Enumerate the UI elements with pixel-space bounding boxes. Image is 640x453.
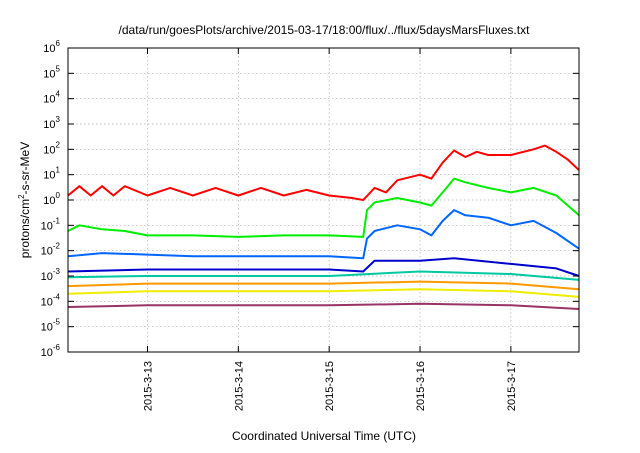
- x-tick-label: 2015-3-17: [506, 361, 518, 411]
- y-tick-label-exp: -6: [53, 343, 61, 352]
- y-axis-label-sup: 2: [17, 194, 26, 199]
- x-tick-label: 2015-3-14: [233, 361, 245, 411]
- y-tick-label: 101: [43, 166, 60, 182]
- y-tick-label-base: 10: [41, 296, 53, 308]
- series-line-3: [67, 209, 580, 260]
- x-tick-label: 2015-3-15: [324, 361, 336, 411]
- y-tick-label: 100: [43, 191, 60, 207]
- y-tick-label-base: 10: [43, 68, 55, 80]
- x-tick-label: 2015-3-13: [142, 361, 154, 411]
- y-tick-label: 10-6: [41, 343, 61, 359]
- y-tick-label-base: 10: [43, 170, 55, 182]
- y-tick-label-base: 10: [43, 94, 55, 106]
- y-axis-label-tail: -s-sr-MeV: [18, 142, 32, 195]
- x-tick-label: 2015-3-16: [415, 361, 427, 411]
- y-tick-label-exp: 0: [56, 191, 61, 200]
- y-tick-label-base: 10: [43, 195, 55, 207]
- tick-layer: 10-610-510-410-310-210-11001011021031041…: [41, 39, 579, 411]
- y-tick-label: 105: [43, 64, 60, 80]
- y-tick-label: 10-1: [41, 216, 61, 232]
- y-tick-label-base: 10: [43, 119, 55, 131]
- y-tick-label-exp: 1: [56, 166, 61, 175]
- y-axis-label: protons/cm2-s-sr-MeV: [17, 142, 32, 258]
- series-layer: [67, 144, 580, 310]
- y-tick-label-exp: -1: [53, 216, 61, 225]
- y-tick-label-base: 10: [43, 144, 55, 156]
- y-tick-label: 102: [43, 140, 60, 156]
- series-line-5: [67, 270, 580, 281]
- series-line-8: [67, 302, 580, 310]
- y-tick-label: 10-3: [41, 267, 61, 283]
- series-line-4: [67, 257, 580, 277]
- chart-title: /data/run/goesPlots/archive/2015-03-17/1…: [119, 23, 531, 37]
- series-line-6: [67, 280, 580, 291]
- grid-layer: [68, 48, 579, 352]
- series-line-2: [67, 177, 580, 238]
- y-tick-label-exp: 3: [56, 115, 61, 124]
- y-tick-label-exp: -5: [53, 318, 61, 327]
- y-tick-label: 10-2: [41, 242, 61, 258]
- series-line-7: [67, 288, 580, 298]
- y-tick-label-exp: -2: [53, 242, 61, 251]
- y-tick-label-exp: 6: [56, 39, 61, 48]
- y-tick-label-exp: -3: [53, 267, 61, 276]
- y-tick-label-exp: -4: [53, 292, 61, 301]
- y-tick-label: 104: [43, 90, 60, 106]
- y-tick-label-base: 10: [41, 220, 53, 232]
- y-tick-label-base: 10: [41, 246, 53, 258]
- series-line-1: [67, 144, 580, 201]
- y-tick-label-exp: 4: [56, 90, 61, 99]
- y-tick-label: 103: [43, 115, 60, 131]
- y-tick-label-base: 10: [41, 347, 53, 359]
- y-tick-label-base: 10: [41, 271, 53, 283]
- y-tick-label-exp: 5: [56, 64, 61, 73]
- x-axis-label: Coordinated Universal Time (UTC): [232, 429, 416, 443]
- y-tick-label-base: 10: [43, 43, 55, 55]
- y-axis-label-main: protons/cm: [18, 199, 32, 258]
- y-tick-label: 106: [43, 39, 60, 55]
- y-tick-label: 10-4: [41, 292, 61, 308]
- y-tick-label-exp: 2: [56, 140, 61, 149]
- y-tick-label-base: 10: [41, 322, 53, 334]
- y-tick-label: 10-5: [41, 318, 61, 334]
